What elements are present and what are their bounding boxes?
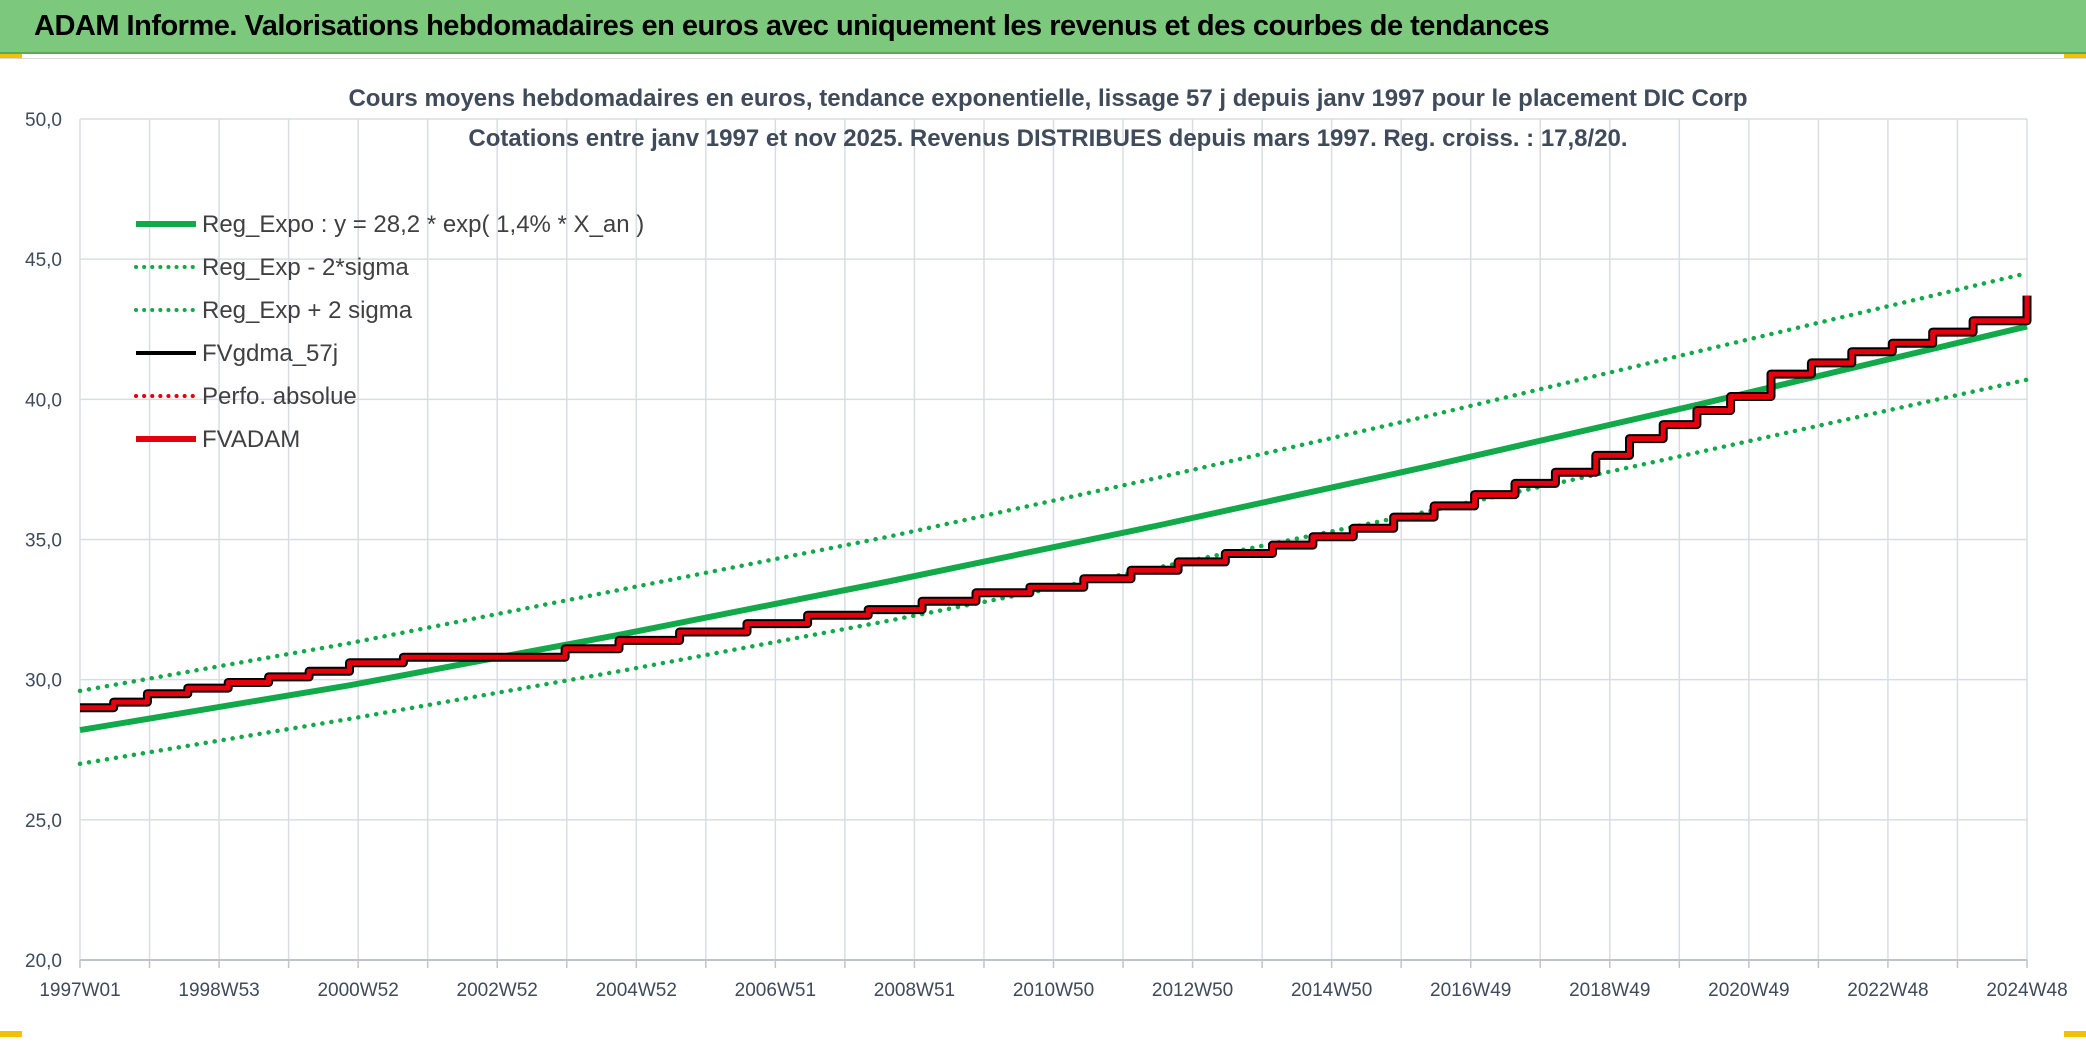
x-tick-label: 2002W52 (457, 980, 538, 1001)
y-tick-label: 50,0 (25, 110, 62, 131)
series-line-reg-expo (79, 323, 2028, 734)
x-tick-label: 2000W52 (317, 980, 398, 1001)
y-tick-label: 45,0 (25, 250, 62, 271)
x-tick-label: 1998W53 (178, 980, 259, 1001)
series (77, 270, 2032, 767)
y-tick-label: 30,0 (25, 671, 62, 692)
chart-title: Cours moyens hebdomadaires en euros, ten… (348, 85, 1747, 152)
corner-accent (2064, 1031, 2086, 1037)
chart-container: 20,0 25,0 30,0 35,0 40,0 45,0 50,0 1997W01 1998W… (0, 58, 2086, 1038)
corner-accent (0, 1031, 22, 1037)
legend-label: Perfo. absolue (202, 383, 357, 410)
axes: 20,0 25,0 30,0 35,0 40,0 45,0 50,0 1997W01 1998W… (25, 110, 2068, 1001)
y-tick-label: 25,0 (25, 811, 62, 832)
corner-accent (0, 52, 22, 58)
x-tick-label: 2010W50 (1013, 980, 1094, 1001)
x-tick-label: 2014W50 (1291, 980, 1372, 1001)
chart-title-line: Cotations entre janv 1997 et nov 2025. R… (468, 125, 1627, 152)
legend-label: Reg_Expo : y = 28,2 * exp( 1,4% * X_an ) (202, 211, 644, 238)
grid (79, 118, 2028, 961)
series-line-reg-exp-2-sigma (77, 377, 2030, 767)
series-line-fvadam (80, 295, 2030, 711)
x-tick-label: 2022W48 (1847, 980, 1928, 1001)
report-title: ADAM Informe. Valorisations hebdomadaire… (34, 10, 1550, 42)
legend-label: Reg_Exp + 2 sigma (202, 297, 413, 324)
chart-title-line: Cours moyens hebdomadaires en euros, ten… (348, 85, 1747, 112)
x-tick-label: 2018W49 (1569, 980, 1650, 1001)
legend-label: FVgdma_57j (202, 340, 338, 367)
legend: Reg_Expo : y = 28,2 * exp( 1,4% * X_an )… (134, 211, 644, 453)
x-tick-label: 2004W52 (596, 980, 677, 1001)
x-tick-label: 2008W51 (874, 980, 955, 1001)
y-tick-label: 35,0 (25, 531, 62, 552)
legend-label: FVADAM (202, 426, 300, 453)
corner-accent (2064, 52, 2086, 58)
x-tick-label: 2016W49 (1430, 980, 1511, 1001)
report-header: ADAM Informe. Valorisations hebdomadaire… (0, 0, 2086, 54)
x-tick-label: 2024W48 (1986, 980, 2067, 1001)
y-tick-label: 20,0 (25, 951, 62, 972)
series-line-reg-exp-2-sigma (77, 270, 2030, 694)
legend-label: Reg_Exp - 2*sigma (202, 254, 409, 281)
x-tick-label: 1997W01 (39, 980, 120, 1001)
x-tick-label: 2006W51 (735, 980, 816, 1001)
x-tick-label: 2012W50 (1152, 980, 1233, 1001)
x-tick-label: 2020W49 (1708, 980, 1789, 1001)
chart-svg: 20,0 25,0 30,0 35,0 40,0 45,0 50,0 1997W01 1998W… (25, 85, 2068, 1001)
y-tick-label: 40,0 (25, 390, 62, 411)
